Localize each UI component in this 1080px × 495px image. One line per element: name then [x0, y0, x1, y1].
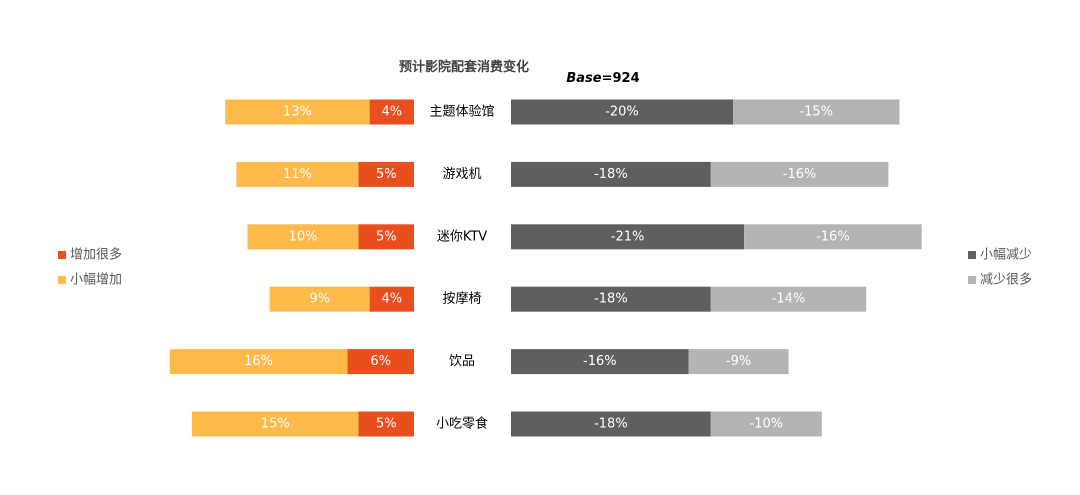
bar-label-increase-slight: 13%: [283, 105, 312, 120]
category-label: 主题体验馆: [429, 104, 494, 120]
category-label: 按摩椅: [442, 291, 481, 307]
bar-increase-slight: [236, 161, 359, 187]
bar-label-decrease-slight: -16%: [583, 354, 617, 369]
bar-decrease-much: [710, 161, 889, 187]
bar-label-increase-slight: 16%: [244, 354, 273, 369]
bar-decrease-much: [744, 224, 922, 250]
bar-increase-slight: [269, 286, 370, 312]
bar-decrease-much: [710, 411, 822, 437]
legend-label: 小幅增加: [70, 273, 122, 288]
bar-label-decrease-much: -14%: [772, 292, 806, 307]
category-label: 小吃零食: [436, 416, 488, 432]
legend-swatch: [58, 276, 66, 284]
bar-decrease-much: [710, 286, 867, 312]
bar-increase-much: [369, 99, 414, 125]
bar-increase-much: [347, 349, 414, 375]
bar-increase-much: [358, 161, 414, 187]
bar-label-decrease-slight: -18%: [594, 292, 628, 307]
bar-label-increase-slight: 10%: [289, 229, 318, 244]
bar-label-decrease-slight: -20%: [605, 105, 639, 120]
bar-decrease-slight: [511, 349, 689, 375]
bar-increase-much: [369, 286, 414, 312]
bar-label-decrease-much: -10%: [750, 417, 784, 432]
bar-label-increase-much: 5%: [376, 417, 397, 432]
bar-label-increase-much: 5%: [376, 167, 397, 182]
bar-increase-slight: [169, 349, 348, 375]
bar-label-decrease-much: -16%: [816, 229, 850, 244]
bar-decrease-slight: [511, 411, 711, 437]
bar-increase-slight: [247, 224, 359, 250]
bar-decrease-slight: [511, 161, 711, 187]
bar-label-decrease-much: -9%: [726, 354, 751, 369]
bar-label-decrease-slight: -18%: [594, 167, 628, 182]
bar-label-increase-much: 6%: [370, 354, 391, 369]
bar-decrease-slight: [511, 224, 745, 250]
bar-label-decrease-much: -16%: [783, 167, 817, 182]
bar-label-increase-slight: 9%: [309, 292, 330, 307]
bar-increase-slight: [225, 99, 370, 125]
base-label: Base: [566, 71, 601, 86]
legend-label: 增加很多: [70, 247, 122, 263]
category-label: 迷你KTV: [437, 229, 487, 244]
bar-decrease-much: [688, 349, 789, 375]
chart-title: 预计影院配套消费变化: [399, 59, 529, 75]
category-label: 游戏机: [442, 167, 481, 182]
bar-decrease-much: [733, 99, 900, 125]
legend-label: 小幅减少: [980, 248, 1032, 263]
bar-label-increase-slight: 11%: [283, 167, 312, 182]
base-value: =924: [602, 71, 640, 86]
bar-increase-slight: [192, 411, 359, 437]
legend-label: 减少很多: [980, 272, 1032, 288]
bar-label-increase-much: 4%: [381, 105, 402, 120]
bar-label-decrease-slight: -18%: [594, 417, 628, 432]
bar-decrease-slight: [511, 286, 711, 312]
legend-swatch: [58, 251, 66, 259]
bar-label-increase-much: 5%: [376, 229, 397, 244]
category-label: 饮品: [449, 354, 475, 369]
legend-swatch: [968, 251, 976, 259]
bar-label-increase-much: 4%: [381, 292, 402, 307]
bar-increase-much: [358, 411, 414, 437]
bars-group: 4% 13% 主题体验馆 -20% -15% 5% 11% 游戏机 -18% -16% 5% 10% 迷…: [169, 99, 922, 437]
bar-decrease-slight: [511, 99, 733, 125]
legend-swatch: [968, 276, 976, 284]
base-annotation: Base=924: [566, 71, 639, 86]
bar-label-increase-slight: 15%: [261, 417, 290, 432]
bar-label-decrease-much: -15%: [799, 105, 833, 120]
bar-label-decrease-slight: -21%: [611, 229, 645, 244]
bar-increase-much: [358, 224, 414, 250]
